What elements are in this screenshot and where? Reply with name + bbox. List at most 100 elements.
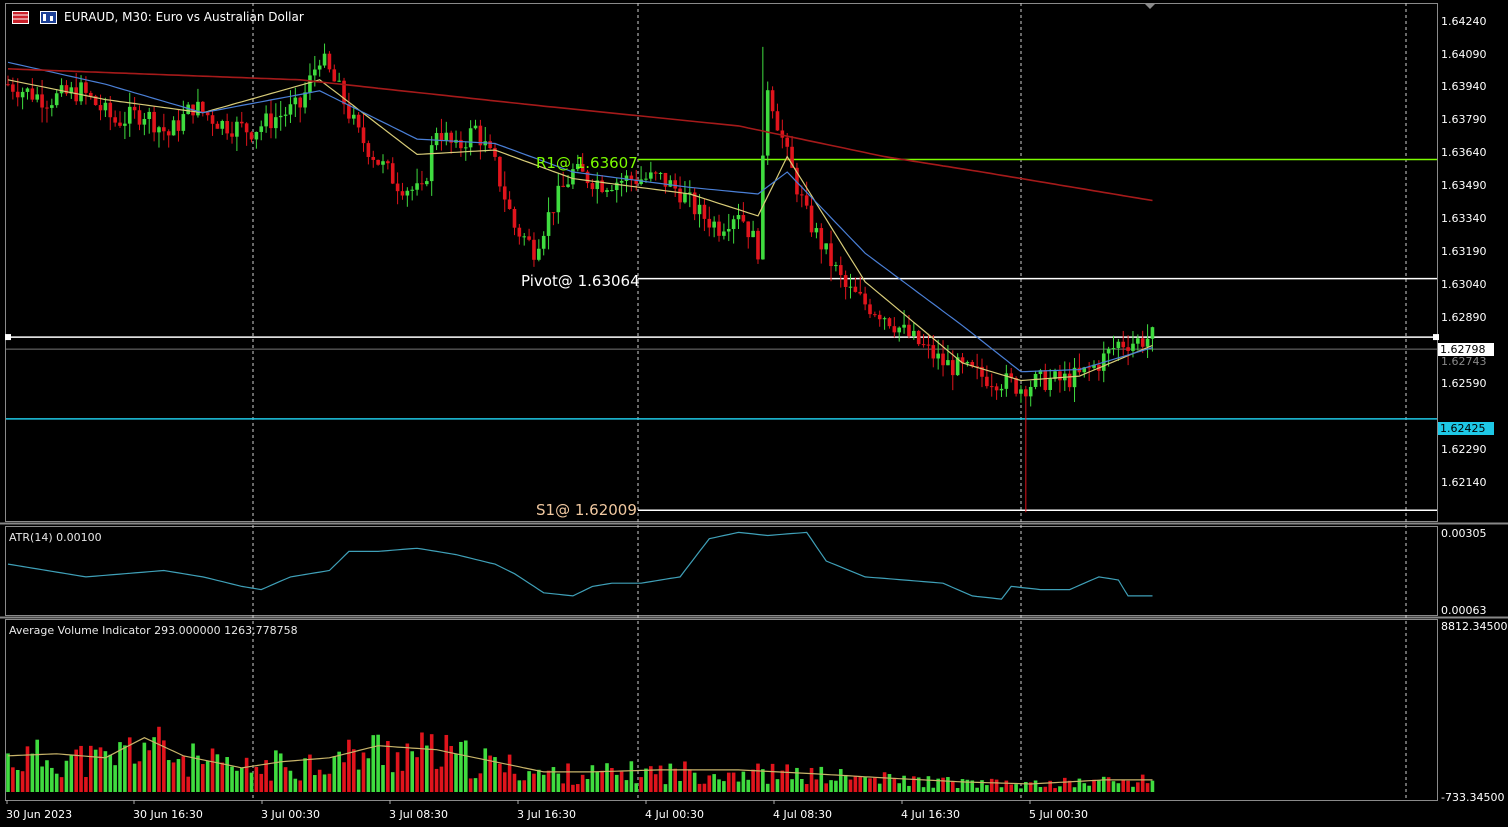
chart-title: EURAUD, M30: Euro vs Australian Dollar (64, 10, 304, 24)
volume-bar (254, 766, 259, 792)
candle-body (571, 169, 575, 185)
volume-bar (1121, 779, 1126, 792)
volume-bar (1053, 788, 1057, 792)
candle-body (683, 192, 687, 203)
volume-bar (410, 751, 415, 792)
chart-shift-marker (1144, 3, 1156, 9)
volume-bar (64, 760, 69, 792)
volume-bar (614, 774, 619, 792)
volume-bar (371, 735, 376, 792)
chart-type-icon[interactable] (12, 9, 29, 28)
candle-body (921, 344, 926, 346)
candle-body (868, 304, 872, 315)
volume-bar (1048, 780, 1052, 792)
ma-line-mid (7, 61, 1153, 373)
volume-bar (916, 777, 921, 792)
candle-body (829, 243, 833, 267)
candle-body (356, 114, 361, 128)
volume-bar (6, 753, 10, 792)
candle-body (1121, 341, 1126, 348)
volume-bar (795, 767, 799, 792)
volume-bar (405, 743, 410, 792)
volume-bar (1058, 786, 1062, 792)
volume-bar (386, 741, 390, 792)
volume-bar (259, 773, 264, 792)
candle-body (220, 120, 225, 129)
candle-body (658, 172, 663, 174)
time-tick-label: 3 Jul 00:30 (261, 808, 320, 821)
volume-bar (420, 732, 424, 792)
time-tick-label: 3 Jul 16:30 (517, 808, 576, 821)
candle-body (800, 194, 804, 196)
bid-hidden-price: 1.62743 (1441, 355, 1487, 368)
candle-body (1131, 343, 1135, 351)
volume-bar (1009, 784, 1014, 792)
volume-bar (1019, 788, 1023, 792)
candle-body (809, 205, 814, 233)
volume-bar (351, 749, 356, 792)
candle-body (907, 324, 911, 337)
candle-body (79, 82, 83, 102)
candle-body (853, 286, 858, 292)
price-tick-label: 1.63190 (1441, 245, 1487, 258)
volume-bar (804, 784, 809, 792)
candle-body (278, 115, 283, 118)
volume-bar (415, 757, 419, 792)
chart-properties-icon[interactable] (40, 9, 57, 28)
candle-body (741, 215, 746, 222)
price-tick-label: 1.62290 (1441, 442, 1487, 456)
candle-body (517, 227, 522, 237)
volume-bar (1145, 783, 1150, 792)
candle-body (337, 80, 341, 82)
volume-bar (892, 778, 897, 792)
price-tick-label: 1.63640 (1441, 146, 1487, 160)
candle-body (663, 172, 668, 187)
volume-bar (838, 769, 843, 792)
candle-body (269, 113, 273, 129)
candle-body (1024, 389, 1028, 397)
volume-bar (69, 754, 74, 792)
volume-bar (537, 769, 541, 792)
candle-body (1092, 364, 1096, 368)
volume-bar (619, 771, 624, 792)
r1-level-label: R1@ 1.63607 (536, 154, 638, 172)
volume-bar (361, 752, 366, 792)
candle-body (902, 324, 906, 328)
volume-bar (585, 779, 590, 792)
candle-body (478, 125, 483, 146)
candle-body (308, 75, 312, 93)
candle-body (546, 212, 551, 236)
candle-body (493, 148, 497, 157)
volume-bar (395, 752, 400, 792)
volume-bar (502, 772, 507, 792)
candle-body (103, 102, 108, 111)
volume-bar (1097, 780, 1101, 792)
volume-bar (313, 775, 317, 792)
volume-bar (590, 765, 595, 792)
volume-bar (566, 763, 570, 792)
candle-body (74, 87, 78, 102)
volume-bar (244, 757, 249, 792)
volume-bar (877, 783, 882, 792)
volume-bar (1033, 780, 1038, 792)
volume-bar (887, 774, 892, 792)
volume-bar (176, 759, 181, 792)
volume-bar (127, 737, 132, 792)
volume-bar (673, 768, 677, 792)
candle-body (985, 376, 989, 387)
candle-body (371, 156, 376, 160)
volume-bar (624, 780, 629, 792)
candle-body (877, 314, 882, 320)
candle-body (30, 88, 35, 100)
price-tick-label: 1.62590 (1441, 376, 1487, 390)
volume-bar (434, 768, 439, 792)
volume-bar (649, 766, 653, 792)
candle-body (40, 94, 44, 108)
volume-bar (668, 763, 673, 792)
candle-body (54, 93, 59, 106)
candle-body (1019, 389, 1023, 394)
volume-bar (707, 775, 712, 792)
candle-body (780, 130, 785, 138)
candle-body (1048, 378, 1052, 390)
